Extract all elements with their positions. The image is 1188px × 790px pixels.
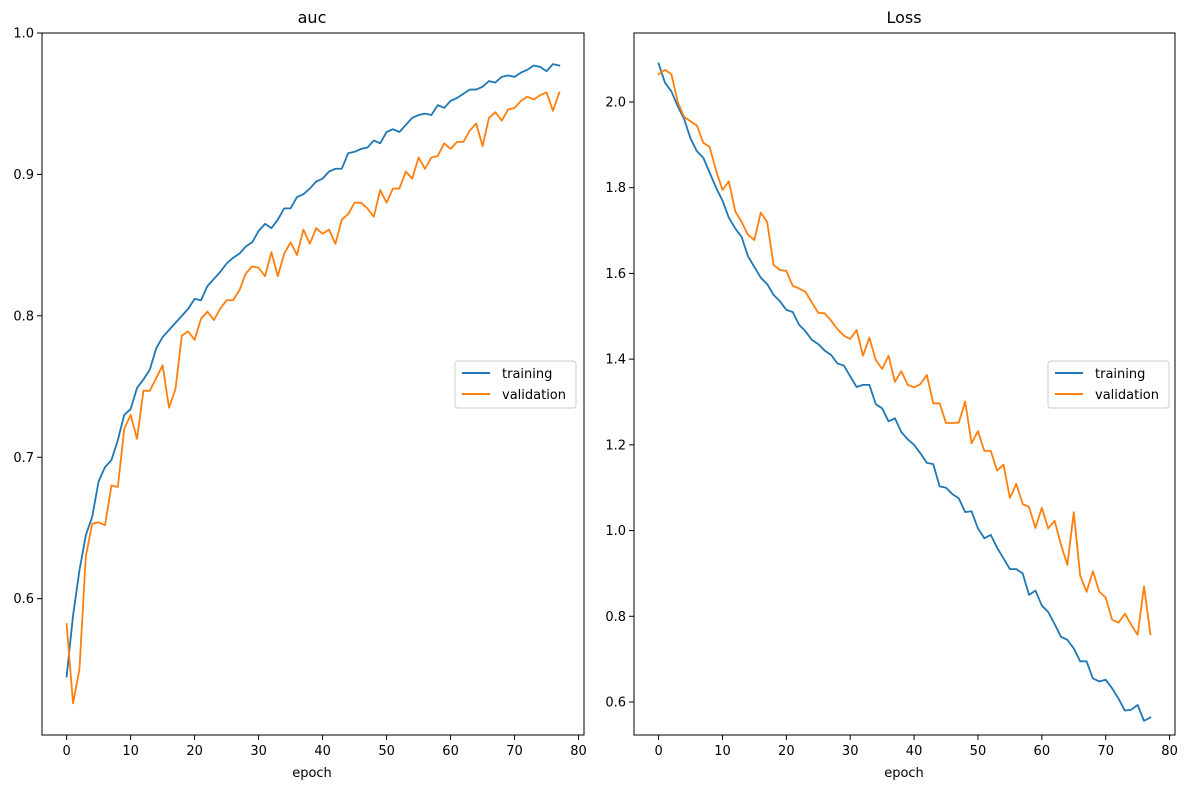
loss-x-tick-label: 50 xyxy=(970,744,987,759)
auc-legend: training validation xyxy=(454,360,577,409)
loss-series-validation xyxy=(657,68,1152,636)
auc-legend-label-validation: validation xyxy=(502,388,566,403)
loss-y-tick-label: 1.8 xyxy=(605,181,626,196)
auc-x-tick-label: 20 xyxy=(186,744,203,759)
loss-subplot: Loss 0 10 20 30 40 50 60 70 80 0.6 0.8 1.0 1.2 1.4 1.… xyxy=(605,8,1178,781)
auc-legend-label-training: training xyxy=(502,367,552,382)
loss-x-tick-label: 0 xyxy=(654,744,662,759)
auc-series-layer xyxy=(65,63,561,705)
loss-x-tick-label: 60 xyxy=(1034,744,1051,759)
loss-y-tick-label: 1.0 xyxy=(605,524,626,539)
auc-x-axis-label: epoch xyxy=(292,766,332,781)
auc-x-tick-label: 80 xyxy=(570,744,587,759)
auc-y-tick-label: 0.8 xyxy=(13,309,34,324)
auc-x-tick-label: 70 xyxy=(506,744,523,759)
loss-x-tick-label: 30 xyxy=(842,744,859,759)
loss-y-tick-label: 2.0 xyxy=(605,96,626,111)
loss-x-tick-label: 70 xyxy=(1097,744,1114,759)
loss-legend-label-validation: validation xyxy=(1095,388,1159,403)
loss-x-tick-label: 10 xyxy=(714,744,731,759)
auc-y-tick-label: 0.6 xyxy=(13,592,34,607)
auc-y-tick-label: 1.0 xyxy=(13,27,34,42)
loss-series-training xyxy=(657,62,1152,722)
auc-series-validation xyxy=(65,91,561,705)
auc-x-tick-label: 60 xyxy=(442,744,459,759)
loss-y-axis-ticks: 0.6 0.8 1.0 1.2 1.4 1.6 1.8 2.0 xyxy=(605,96,634,711)
auc-x-axis-ticks: 0 10 20 30 40 50 60 70 80 xyxy=(62,735,587,759)
auc-series-training xyxy=(65,63,561,678)
auc-y-tick-label: 0.9 xyxy=(13,168,34,183)
auc-x-tick-label: 50 xyxy=(378,744,395,759)
auc-y-tick-label: 0.7 xyxy=(13,451,34,466)
loss-y-tick-label: 1.4 xyxy=(605,353,626,368)
auc-y-axis-ticks: 0.6 0.7 0.8 0.9 1.0 xyxy=(13,27,42,607)
auc-subplot: auc 0 10 20 30 40 50 60 70 80 0.6 0.7 0.8 0.9 1.0 ep… xyxy=(13,8,587,781)
loss-y-tick-label: 0.6 xyxy=(605,696,626,711)
loss-legend: training validation xyxy=(1047,360,1170,409)
loss-x-tick-label: 80 xyxy=(1161,744,1178,759)
loss-y-tick-label: 1.2 xyxy=(605,438,626,453)
loss-x-axis-ticks: 0 10 20 30 40 50 60 70 80 xyxy=(654,735,1178,759)
loss-x-axis-label: epoch xyxy=(884,766,924,781)
loss-x-tick-label: 40 xyxy=(906,744,923,759)
auc-x-tick-label: 0 xyxy=(62,744,70,759)
loss-y-tick-label: 0.8 xyxy=(605,610,626,625)
loss-legend-label-training: training xyxy=(1095,367,1145,382)
auc-axes-frame xyxy=(41,32,585,736)
loss-title: Loss xyxy=(886,8,921,27)
auc-x-tick-label: 30 xyxy=(250,744,267,759)
auc-title: auc xyxy=(298,8,327,27)
auc-x-tick-label: 10 xyxy=(122,744,139,759)
auc-x-tick-label: 40 xyxy=(314,744,331,759)
loss-axes-frame xyxy=(633,32,1176,736)
loss-x-tick-label: 20 xyxy=(778,744,795,759)
loss-series-layer xyxy=(657,62,1152,722)
loss-y-tick-label: 1.6 xyxy=(605,267,626,282)
